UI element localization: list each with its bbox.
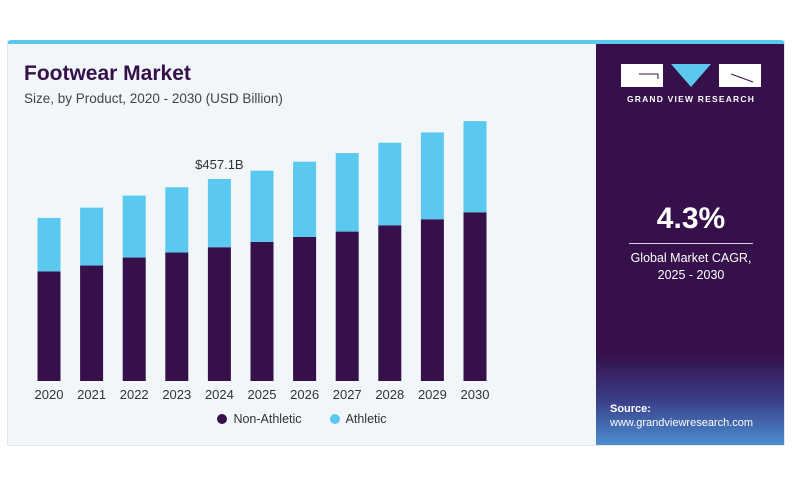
grid-background bbox=[596, 355, 784, 445]
cagr-label-line2: 2025 - 2030 bbox=[657, 268, 725, 282]
bar-athletic-2026 bbox=[293, 161, 317, 237]
bar-athletic-2025 bbox=[250, 170, 274, 242]
legend-label: Athletic bbox=[345, 412, 387, 426]
bar-non-athletic-2021 bbox=[80, 265, 104, 381]
bar-non-athletic-2022 bbox=[122, 257, 146, 381]
divider bbox=[629, 243, 753, 244]
x-tick-label: 2023 bbox=[162, 387, 191, 402]
source-url: www.grandviewresearch.com bbox=[610, 417, 754, 429]
bar-chart: 2020 2021 2022 2023 2024 $457.1B 2025 2026 2027 2… bbox=[35, 121, 490, 402]
x-tick-label: 2025 bbox=[248, 387, 277, 402]
legend-item-non-athletic: Non-Athletic bbox=[217, 412, 302, 426]
bar-non-athletic-2023 bbox=[165, 252, 189, 381]
cagr-label-line1: Global Market CAGR, bbox=[630, 251, 752, 265]
cagr-value: 4.3% bbox=[656, 202, 726, 235]
bar-athletic-2024 bbox=[207, 179, 231, 248]
x-tick-label: 2030 bbox=[461, 387, 490, 402]
grand-view-research-logo bbox=[621, 64, 761, 87]
legend-dot-athletic bbox=[329, 414, 340, 424]
x-tick-label: 2028 bbox=[375, 387, 404, 402]
source: Source: www.grandviewresearch.com bbox=[610, 402, 753, 430]
legend-dot-non-athletic bbox=[217, 414, 228, 424]
data-label: $457.1B bbox=[195, 157, 243, 172]
brand-name: GRAND VIEW RESEARCH bbox=[626, 94, 756, 104]
chart-subtitle: Size, by Product, 2020 - 2030 (USD Billi… bbox=[24, 91, 283, 106]
x-tick-label: 2020 bbox=[35, 387, 64, 402]
bar-athletic-2022 bbox=[122, 195, 146, 258]
legend-label: Non-Athletic bbox=[233, 412, 302, 426]
bar-athletic-2028 bbox=[378, 142, 402, 226]
x-tick-label: 2024 bbox=[205, 387, 234, 402]
bar-non-athletic-2030 bbox=[463, 212, 487, 381]
bar-non-athletic-2024 bbox=[207, 247, 231, 381]
legend: Non-Athletic Athletic bbox=[8, 412, 596, 426]
x-tick-label: 2027 bbox=[333, 387, 362, 402]
bar-athletic-2020 bbox=[37, 217, 61, 272]
cagr-label: Global Market CAGR, 2025 - 2030 bbox=[596, 250, 784, 284]
x-tick-label: 2029 bbox=[418, 387, 447, 402]
infographic-card: Footwear Market Size, by Product, 2020 -… bbox=[7, 40, 785, 446]
x-tick-label: 2026 bbox=[290, 387, 319, 402]
bar-athletic-2029 bbox=[420, 132, 444, 220]
bar-non-athletic-2028 bbox=[378, 225, 402, 381]
bar-non-athletic-2025 bbox=[250, 241, 274, 381]
x-tick-label: 2021 bbox=[77, 387, 106, 402]
chart-title: Footwear Market bbox=[24, 62, 191, 85]
bar-athletic-2021 bbox=[80, 207, 104, 266]
bar-non-athletic-2020 bbox=[37, 271, 61, 381]
source-label: Source: bbox=[610, 403, 651, 415]
x-tick-label: 2022 bbox=[120, 387, 149, 402]
bar-athletic-2030 bbox=[463, 121, 487, 213]
bar-non-athletic-2029 bbox=[420, 219, 444, 381]
bar-non-athletic-2027 bbox=[335, 231, 359, 381]
info-panel: GRAND VIEW RESEARCH 4.3% Global Market C… bbox=[596, 44, 784, 445]
bar-athletic-2027 bbox=[335, 153, 359, 232]
chart-panel: Footwear Market Size, by Product, 2020 -… bbox=[8, 44, 596, 445]
bar-athletic-2023 bbox=[165, 187, 189, 253]
legend-item-athletic: Athletic bbox=[329, 412, 387, 426]
bar-non-athletic-2026 bbox=[293, 236, 317, 381]
